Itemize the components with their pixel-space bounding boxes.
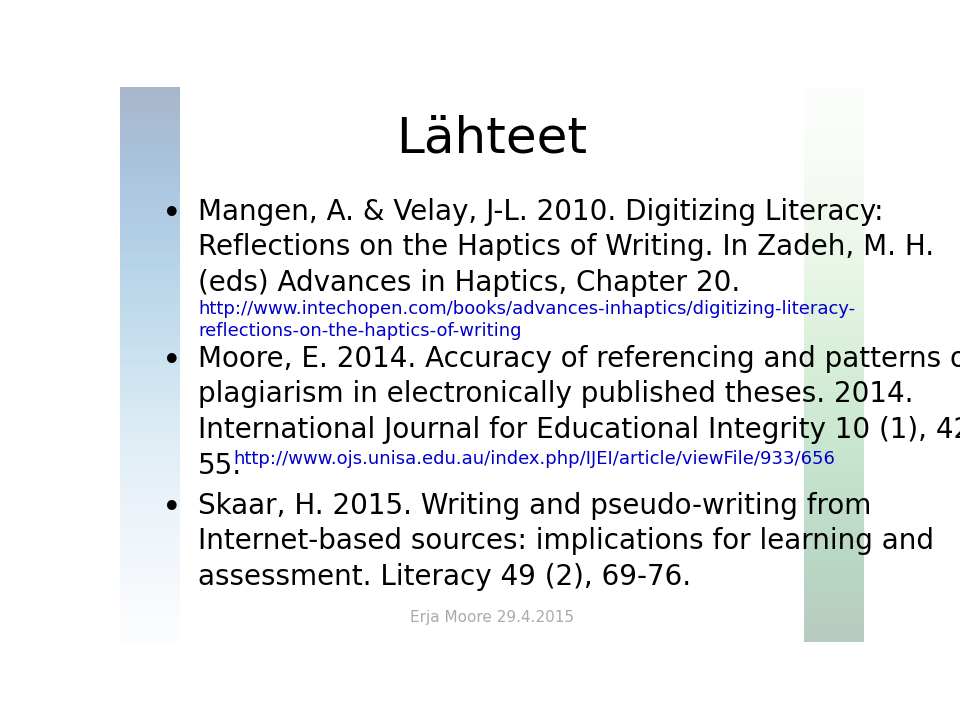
Text: http://www.ojs.unisa.edu.au/index.php/IJEI/article/viewFile/933/656: http://www.ojs.unisa.edu.au/index.php/IJ… <box>234 450 836 468</box>
Text: Moore, E. 2014. Accuracy of referencing and patterns of
plagiarism in electronic: Moore, E. 2014. Accuracy of referencing … <box>198 345 960 479</box>
Text: •: • <box>162 345 181 378</box>
Text: http://www.intechopen.com/books/advances-inhaptics/digitizing-literacy-
reflecti: http://www.intechopen.com/books/advances… <box>198 300 855 340</box>
Text: Erja Moore 29.4.2015: Erja Moore 29.4.2015 <box>410 610 574 625</box>
Text: Mangen, A. & Velay, J-L. 2010. Digitizing Literacy:
Reflections on the Haptics o: Mangen, A. & Velay, J-L. 2010. Digitizin… <box>198 198 934 297</box>
Text: Lähteet: Lähteet <box>396 114 588 162</box>
Text: •: • <box>162 198 181 231</box>
Text: •: • <box>162 492 181 525</box>
Text: Skaar, H. 2015. Writing and pseudo-writing from
Internet-based sources: implicat: Skaar, H. 2015. Writing and pseudo-writi… <box>198 492 934 591</box>
